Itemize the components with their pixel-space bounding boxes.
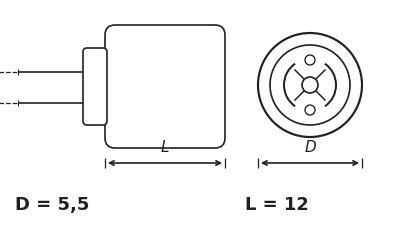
Circle shape [302,77,318,93]
Text: D = 5,5: D = 5,5 [15,196,89,214]
FancyBboxPatch shape [105,25,225,148]
Circle shape [270,45,350,125]
Text: L = 12: L = 12 [245,196,309,214]
Text: D: D [304,140,316,155]
Text: L: L [161,140,169,155]
Circle shape [305,105,315,115]
FancyBboxPatch shape [83,48,107,125]
Circle shape [305,55,315,65]
Circle shape [258,33,362,137]
